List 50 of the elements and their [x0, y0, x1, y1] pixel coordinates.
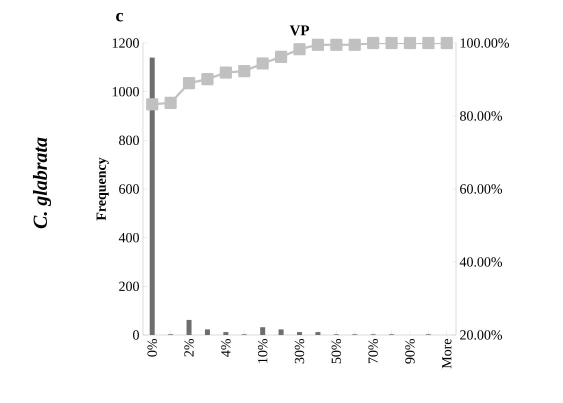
chart-title: VP [290, 25, 310, 36]
point [293, 43, 306, 56]
x-tick-label: 30% [294, 339, 304, 364]
point [385, 36, 398, 50]
bar [204, 329, 210, 335]
bar [260, 327, 266, 335]
text: c [116, 12, 124, 22]
point [146, 98, 158, 110]
x-tick-label: 0% [147, 339, 157, 357]
point [440, 36, 453, 50]
y2-tick-label: 100.00% [460, 38, 510, 48]
bar [223, 332, 228, 335]
x-tick-label: 10% [258, 339, 268, 363]
point [367, 36, 380, 50]
y2-tick-label: 80.00% [460, 111, 502, 121]
point [182, 77, 196, 90]
y2-tick-label: 60.00% [460, 184, 502, 194]
x-tick-label: 2% [184, 339, 194, 357]
y-tick-label: 0 [133, 330, 139, 340]
point [238, 65, 250, 78]
bar [150, 58, 155, 335]
point [404, 36, 416, 50]
y2-tick-label: 40.00% [460, 257, 502, 267]
point [274, 50, 288, 63]
point [164, 96, 177, 109]
point [348, 38, 361, 51]
x-tick-label: 50% [332, 339, 342, 364]
y-tick-label: 1200 [112, 38, 139, 48]
point [422, 36, 434, 50]
x-tick-label: 90% [405, 339, 415, 364]
y-tick-label: 1000 [112, 86, 139, 96]
point [201, 73, 214, 86]
bar [278, 329, 284, 335]
point [330, 38, 342, 51]
y-tick-label: 800 [119, 136, 139, 146]
y-tick-label: 200 [119, 282, 139, 292]
point [220, 66, 232, 79]
y-tick-label: 400 [118, 232, 139, 242]
point [256, 57, 269, 70]
bar [315, 332, 320, 335]
y2-tick-label: 20.00% [460, 330, 502, 340]
text: C. glabrata [32, 138, 52, 228]
x-tick-label: More [442, 339, 452, 368]
bar [186, 320, 192, 335]
x-tick-label: 4% [221, 339, 231, 357]
point [312, 38, 324, 51]
bar [297, 332, 302, 335]
y-tick-label: 600 [119, 184, 139, 194]
x-tick-label: 70% [368, 339, 378, 364]
y-axis-title: Frequency [96, 157, 109, 220]
